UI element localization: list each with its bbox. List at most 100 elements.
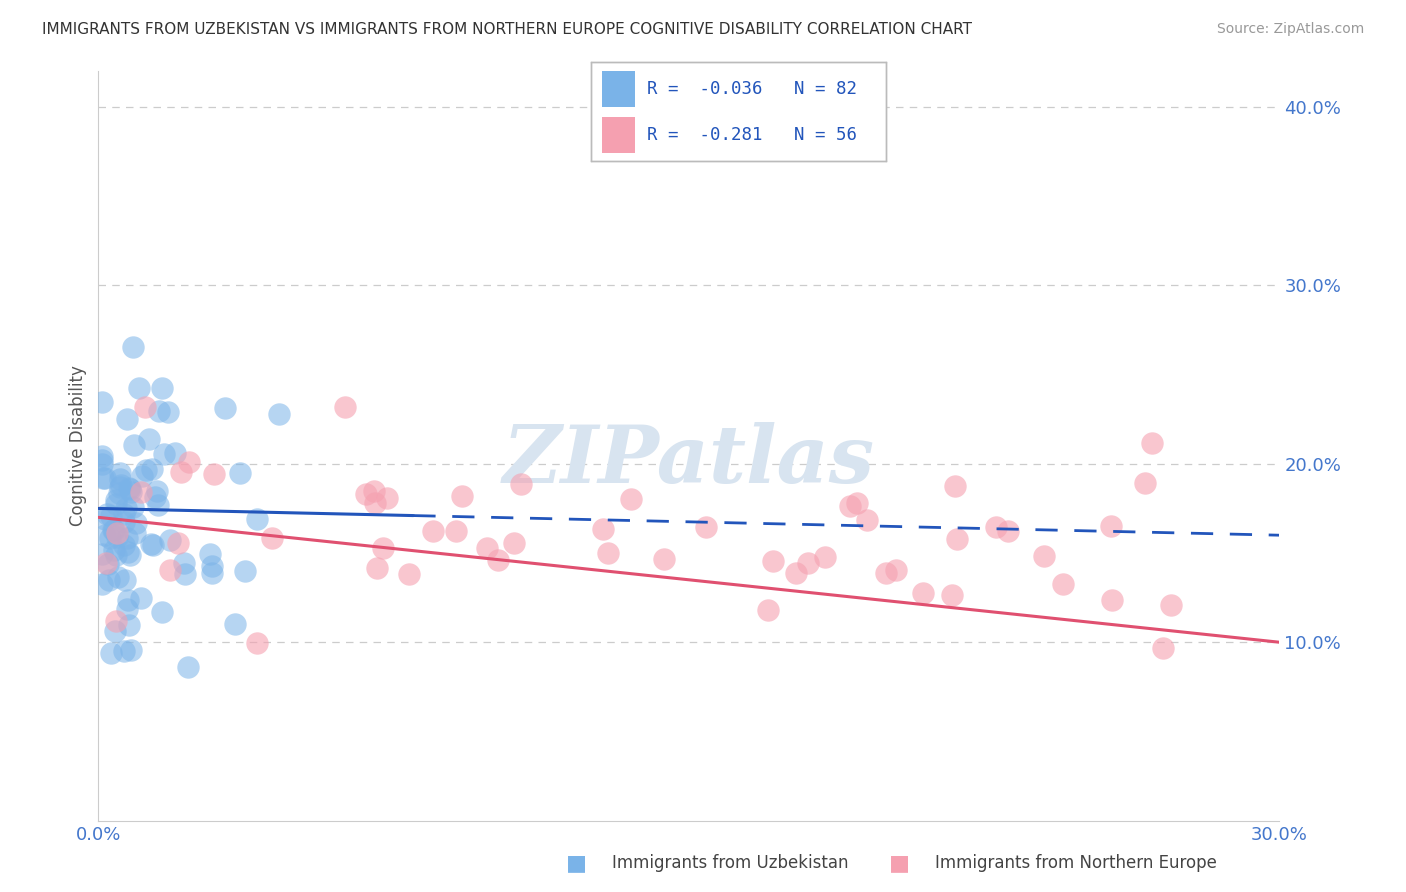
Point bbox=[122, 341, 145, 355]
Point bbox=[110, 467, 132, 481]
Point bbox=[229, 467, 252, 481]
Text: R =  -0.281   N = 56: R = -0.281 N = 56 bbox=[647, 126, 856, 144]
Point bbox=[103, 523, 125, 537]
Point bbox=[814, 549, 837, 564]
Point bbox=[129, 591, 152, 605]
Point bbox=[148, 498, 170, 512]
Point bbox=[176, 659, 198, 673]
Point bbox=[117, 593, 139, 607]
Point bbox=[104, 624, 127, 638]
Point bbox=[129, 484, 152, 499]
Point bbox=[488, 552, 510, 566]
Point bbox=[152, 605, 174, 619]
Point bbox=[1099, 519, 1122, 533]
Point bbox=[262, 531, 284, 545]
Point bbox=[125, 516, 148, 530]
Point bbox=[366, 560, 388, 574]
Point bbox=[96, 507, 118, 521]
Point bbox=[120, 482, 142, 496]
Point bbox=[166, 536, 188, 550]
Point bbox=[103, 523, 125, 537]
Point bbox=[159, 562, 181, 576]
Point bbox=[112, 538, 135, 552]
Y-axis label: Cognitive Disability: Cognitive Disability bbox=[69, 366, 87, 526]
Point bbox=[117, 482, 139, 496]
Point bbox=[122, 500, 145, 514]
Point bbox=[846, 496, 869, 510]
Point bbox=[100, 646, 122, 660]
Point bbox=[444, 524, 467, 538]
Point bbox=[117, 545, 139, 559]
Point bbox=[107, 570, 129, 584]
Point bbox=[94, 470, 117, 484]
Point bbox=[96, 557, 118, 571]
Point bbox=[139, 536, 162, 550]
Point bbox=[91, 547, 114, 561]
Point bbox=[94, 528, 117, 542]
Text: ■: ■ bbox=[890, 854, 910, 873]
Point bbox=[141, 462, 163, 476]
Point bbox=[104, 492, 127, 507]
Point bbox=[224, 616, 246, 631]
Point bbox=[200, 547, 222, 561]
Point bbox=[104, 614, 127, 628]
Point bbox=[148, 404, 170, 418]
Point bbox=[104, 549, 127, 563]
Point bbox=[98, 531, 121, 545]
Point bbox=[214, 401, 236, 416]
Point bbox=[118, 617, 141, 632]
Point bbox=[138, 432, 160, 446]
Point bbox=[94, 512, 117, 526]
Point bbox=[150, 381, 173, 395]
Point bbox=[112, 515, 135, 529]
Point bbox=[115, 412, 138, 426]
Point bbox=[91, 458, 114, 472]
Point bbox=[91, 577, 114, 591]
Point bbox=[422, 524, 444, 538]
Point bbox=[267, 407, 290, 421]
Point bbox=[620, 492, 643, 507]
Point bbox=[450, 489, 472, 503]
Point bbox=[373, 541, 395, 556]
Point bbox=[333, 400, 356, 414]
Point bbox=[202, 467, 225, 482]
Text: IMMIGRANTS FROM UZBEKISTAN VS IMMIGRANTS FROM NORTHERN EUROPE COGNITIVE DISABILI: IMMIGRANTS FROM UZBEKISTAN VS IMMIGRANTS… bbox=[42, 22, 972, 37]
Point bbox=[156, 405, 179, 419]
Point bbox=[120, 643, 142, 657]
Point bbox=[592, 522, 614, 536]
Point bbox=[1160, 598, 1182, 612]
Point bbox=[1101, 593, 1123, 607]
Point bbox=[785, 566, 807, 581]
Point bbox=[103, 542, 125, 557]
Point bbox=[246, 511, 269, 525]
Point bbox=[1033, 549, 1056, 563]
Point bbox=[91, 449, 114, 463]
Point bbox=[110, 479, 132, 493]
Point bbox=[235, 564, 257, 578]
Point bbox=[364, 496, 387, 510]
Text: ■: ■ bbox=[567, 854, 586, 873]
Point bbox=[363, 484, 385, 499]
Point bbox=[652, 551, 675, 566]
Point bbox=[984, 520, 1007, 534]
Point bbox=[118, 548, 141, 562]
Point bbox=[201, 566, 224, 580]
Point bbox=[886, 563, 908, 577]
Point bbox=[475, 541, 498, 555]
Text: ZIPatlas: ZIPatlas bbox=[503, 422, 875, 500]
Point bbox=[165, 445, 187, 459]
Point bbox=[797, 556, 820, 570]
Point bbox=[110, 477, 132, 491]
Point bbox=[510, 476, 533, 491]
Point bbox=[174, 566, 197, 581]
Text: Source: ZipAtlas.com: Source: ZipAtlas.com bbox=[1216, 22, 1364, 37]
Point bbox=[912, 586, 935, 600]
Point bbox=[105, 525, 128, 540]
Point bbox=[756, 603, 779, 617]
Point bbox=[134, 400, 156, 414]
Point bbox=[108, 486, 131, 500]
Point bbox=[997, 524, 1019, 538]
Point bbox=[946, 532, 969, 546]
Point bbox=[503, 536, 526, 550]
Point bbox=[122, 437, 145, 451]
